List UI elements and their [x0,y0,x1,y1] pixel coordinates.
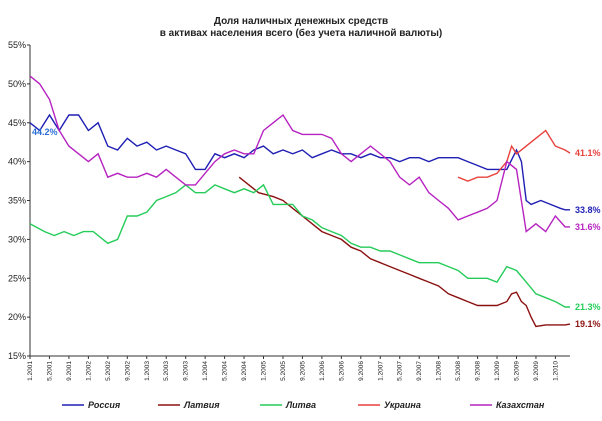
x-tick-label: 5.2005 [280,361,287,381]
legend-item-Украина: Украина [358,400,421,410]
series-line-Россия [29,113,570,211]
x-tick-label: 5.2001 [46,361,53,381]
x-tick-label: 1.2006 [319,361,326,381]
x-tick-label: 1.2001 [27,361,34,381]
x-tick-label: 9.2002 [124,361,131,381]
legend-item-Казахстан: Казахстан [470,400,545,410]
legend-label: Казахстан [496,400,545,410]
y-tick-label: 25% [8,273,26,283]
x-tick-label: 5.2009 [513,361,520,381]
x-tick-label: 9.2001 [66,361,73,381]
x-tick-label: 5.2002 [105,361,112,381]
x-tick-label: 9.2009 [533,361,540,381]
legend-label: Россия [88,400,121,410]
series-line-Украина [457,129,571,182]
legend-item-Литва: Литва [260,400,316,410]
x-tick-label: 1.2009 [494,361,501,381]
x-tick-label: 5.2004 [222,361,229,381]
legend-item-Россия: Россия [62,400,121,410]
x-tick-label: 9.2005 [299,361,306,381]
x-tick-label: 9.2004 [241,361,248,381]
end-label-Казахстан: 31.6% [575,222,601,232]
y-tick-label: 50% [8,79,26,89]
legend-item-Латвия: Латвия [158,400,220,410]
x-tick-label: 1.2002 [85,361,92,381]
series-line-Латвия [238,176,571,328]
end-label-Украина: 41.1% [575,148,601,158]
chart-title-line-1: Доля наличных денежных средств [214,16,388,27]
end-label-Литва: 21.3% [575,302,601,312]
series-line-Литва [29,183,570,308]
x-tick-label: 1.2005 [261,361,268,381]
legend-label: Литва [285,400,316,410]
x-tick-label: 1.2010 [552,361,559,381]
x-tick-label: 9.2008 [475,361,482,381]
x-tick-label: 5.2003 [163,361,170,381]
y-tick-label: 45% [8,118,26,128]
x-tick-label: 9.2007 [416,361,423,381]
legend-label: Латвия [183,400,220,410]
x-tick-label: 5.2008 [455,361,462,381]
x-tick-label: 1.2003 [144,361,151,381]
x-tick-label: 5.2006 [338,361,345,381]
x-tick-label: 1.2004 [202,361,209,381]
series-end-labels: 33.8% 44.2% 19.1% 21.3% 41.1% 31.6% [32,127,601,329]
x-tick-label: 1.2008 [436,361,443,381]
x-tick-label: 1.2007 [377,361,384,381]
y-tick-label: 30% [8,234,26,244]
series-line-Казахстан [29,75,570,233]
start-label-Россия: 44.2% [32,127,58,137]
y-tick-label: 15% [8,351,26,361]
x-tick-label: 9.2003 [183,361,190,381]
series-lines [29,75,571,328]
y-tick-label: 40% [8,157,26,167]
legend: Россия Латвия Литва Украина Казахстан [62,400,545,410]
end-label-Латвия: 19.1% [575,319,601,329]
y-tick-label: 35% [8,196,26,206]
y-tick-label: 20% [8,312,26,322]
y-tick-label: 55% [8,40,26,50]
legend-label: Украина [384,400,421,410]
x-tick-label: 9.2006 [358,361,365,381]
x-tick-label: 5.2007 [397,361,404,381]
chart-title-line-2: в активах населения всего (без учета нал… [160,27,443,39]
end-label-Россия: 33.8% [575,205,601,215]
axes: 15% 20% 25% 30% 35% 40% 45% 50% 55% 1.2001 5.2001 9… [8,40,570,381]
